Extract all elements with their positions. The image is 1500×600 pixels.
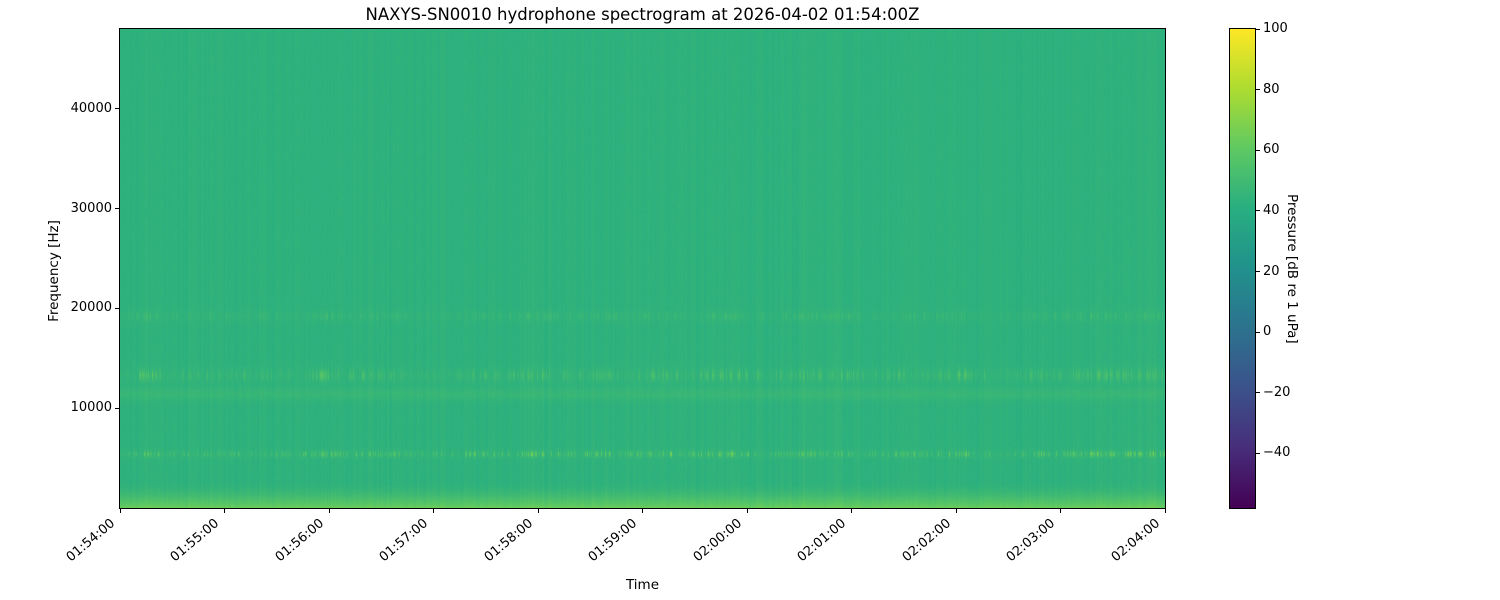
x-tick-mark (224, 509, 225, 513)
y-tick-label: 20000 (70, 300, 112, 316)
x-tick-mark (955, 509, 957, 513)
colorbar-tick-label: 100 (1263, 21, 1288, 36)
y-tick-label: 30000 (70, 200, 112, 216)
x-tick-label: 01:58:00 (481, 516, 536, 566)
x-tick-label: 02:02:00 (899, 516, 954, 566)
y-tick-label: 40000 (70, 100, 112, 116)
colorbar-tick-label: 40 (1263, 202, 1280, 218)
colorbar-tick-mark (1256, 452, 1260, 454)
x-tick-mark (642, 509, 643, 513)
x-tick-mark (1060, 509, 1061, 513)
x-tick-label: 01:54:00 (63, 516, 118, 566)
x-axis-label: Time (625, 577, 660, 593)
colorbar-tick-mark (1256, 210, 1260, 212)
colorbar-tick-label: 20 (1263, 263, 1280, 279)
x-tick-label: 01:59:00 (585, 516, 641, 566)
colorbar-tick-mark (1256, 331, 1260, 333)
x-tick-mark (746, 509, 748, 513)
colorbar-tick-mark (1256, 271, 1260, 273)
colorbar-tick-label: 80 (1263, 81, 1280, 97)
x-tick-label: 02:00:00 (690, 516, 745, 566)
colorbar-tick-label: −20 (1263, 384, 1291, 400)
colorbar-tick-label: 0 (1263, 324, 1272, 340)
x-tick-mark (119, 509, 121, 513)
x-tick-mark (433, 509, 434, 513)
x-tick-mark (328, 509, 330, 513)
colorbar-tick-mark (1256, 28, 1260, 30)
y-axis-label: Frequency [Hz] (46, 220, 62, 322)
spectrogram-image (120, 29, 1165, 508)
x-tick-label: 02:03:00 (1003, 516, 1059, 566)
x-tick-label: 02:04:00 (1108, 516, 1163, 566)
colorbar-tick-mark (1256, 89, 1260, 91)
x-tick-label: 01:56:00 (272, 516, 327, 566)
y-tick-mark (115, 407, 119, 409)
x-tick-label: 02:01:00 (794, 516, 850, 566)
y-tick-mark (115, 307, 119, 309)
colorbar-gradient (1230, 29, 1255, 508)
colorbar-tick-mark (1256, 392, 1260, 394)
x-tick-label: 01:57:00 (376, 516, 432, 566)
y-tick-mark (115, 208, 119, 210)
x-tick-label: 01:55:00 (167, 516, 223, 566)
colorbar-tick-label: 60 (1263, 142, 1280, 158)
chart-title: NAXYS-SN0010 hydrophone spectrogram at 2… (365, 5, 920, 24)
x-tick-mark (537, 509, 539, 513)
y-tick-label: 10000 (70, 400, 112, 416)
x-tick-mark (1164, 509, 1166, 513)
colorbar-tick-mark (1256, 149, 1260, 151)
x-tick-mark (851, 509, 852, 513)
colorbar-label: Pressure [dB re 1 uPa] (1284, 193, 1300, 344)
y-tick-mark (115, 108, 119, 110)
colorbar-tick-label: −40 (1263, 445, 1291, 461)
